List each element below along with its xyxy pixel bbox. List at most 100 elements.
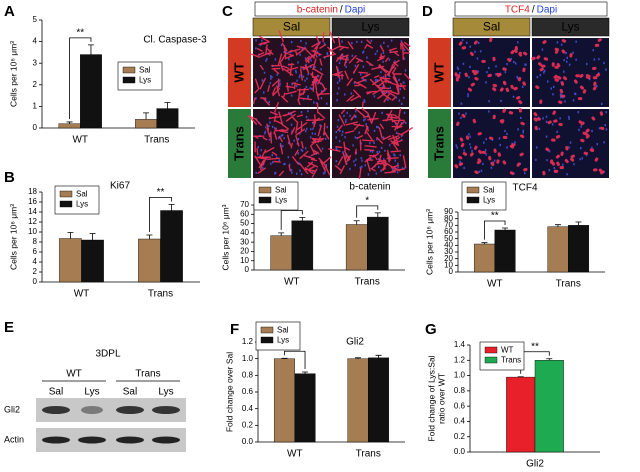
bar <box>473 243 495 273</box>
y-tick-label: 0 <box>449 267 454 276</box>
y-tick-label: 0 <box>245 265 250 274</box>
row-label: Trans <box>231 126 246 161</box>
blot-title: 3DPL <box>95 349 120 360</box>
significance-label: ** <box>491 211 499 222</box>
error-bar <box>278 232 285 236</box>
blot-band <box>78 436 106 444</box>
stain-title: b-catenin / Dapi <box>297 4 366 15</box>
row-label: WT <box>431 62 446 82</box>
y-axis-label: Fold change of Lys:Sal <box>426 355 436 441</box>
x-tick-label: Trans <box>356 449 381 460</box>
legend-box <box>479 341 525 371</box>
blot-band <box>116 406 144 414</box>
y-tick-label: 0.4 <box>242 404 254 413</box>
y-axis-label: Cells per 10⁶ μm³ <box>424 209 434 275</box>
bar <box>291 220 314 271</box>
panel-letter: E <box>4 319 14 336</box>
error-bar <box>67 232 74 239</box>
row-header <box>428 38 451 107</box>
y-tick-label: 20 <box>444 254 453 263</box>
panel-letter: B <box>4 169 15 186</box>
y-tick-label: 4 <box>33 257 38 266</box>
y-axis-label: Cells per 10⁶ μm³ <box>8 41 18 107</box>
legend-box <box>461 181 507 211</box>
y-tick-label: 18 <box>28 187 37 196</box>
image-texture <box>328 107 414 179</box>
error-bar <box>66 121 73 124</box>
image-texture <box>533 110 605 176</box>
image-texture <box>247 102 332 178</box>
significance-label: * <box>365 196 369 207</box>
legend-swatch <box>59 190 73 198</box>
y-tick-label: 0.0 <box>242 437 254 446</box>
chart-title: Ki67 <box>110 181 130 192</box>
stain-name: b-catenin <box>297 4 338 15</box>
y-axis-label: ratio over WT <box>436 373 446 424</box>
error-bar <box>168 204 175 211</box>
significance-bracket <box>484 220 506 240</box>
column-label: Lys <box>561 20 579 34</box>
micrograph <box>332 38 409 107</box>
error-bar <box>481 242 488 244</box>
image-texture <box>323 31 411 108</box>
error-bar <box>146 234 153 239</box>
column-header <box>452 17 531 37</box>
legend-swatch <box>122 76 136 84</box>
y-tick-label: 4 <box>33 37 38 46</box>
y-tick-label: 3 <box>33 58 38 67</box>
bar <box>138 238 161 283</box>
column-label: Lys <box>361 20 379 34</box>
y-tick-label: 40 <box>444 240 453 249</box>
chart-title: Cl. Caspase-3 <box>143 35 207 46</box>
y-tick-label: 5 <box>33 15 38 24</box>
image-texture <box>454 108 528 175</box>
y-tick-label: 2 <box>33 267 38 276</box>
blot-band <box>152 436 180 444</box>
legend-box <box>253 181 299 211</box>
stain-title-box <box>454 1 608 17</box>
y-tick-label: 40 <box>240 228 249 237</box>
y-axis-label: Cells per 10⁶ μm³ <box>220 204 230 270</box>
error-bar <box>89 233 96 240</box>
y-tick-label: 50 <box>444 234 453 243</box>
legend-label: Sal <box>277 326 289 335</box>
y-tick-label: 10 <box>444 260 453 269</box>
image-texture <box>531 38 602 104</box>
y-tick-label: 0 <box>33 123 38 132</box>
x-tick-label: Trans <box>148 289 173 300</box>
y-tick-label: 0.6 <box>242 387 254 396</box>
separator: / <box>532 4 535 15</box>
y-tick-label: 60 <box>444 227 453 236</box>
y-tick-label: 12 <box>28 217 37 226</box>
y-tick-label: 1.4 <box>454 340 466 349</box>
y-tick-label: 1.0 <box>454 371 466 380</box>
bar <box>273 358 295 443</box>
error-bar <box>164 102 171 109</box>
row-header <box>228 109 251 178</box>
legend-swatch <box>484 346 498 354</box>
error-bar <box>502 227 509 230</box>
y-tick-label: 0.8 <box>454 386 466 395</box>
group-label: Trans <box>135 369 160 380</box>
error-bar <box>546 358 553 361</box>
lane-label: Sal <box>123 387 137 398</box>
x-tick-label: WT <box>487 279 503 290</box>
micrograph <box>453 109 530 178</box>
x-tick-label: Trans <box>556 279 581 290</box>
panel-letter: A <box>4 3 15 20</box>
x-tick-label: Trans <box>144 135 169 146</box>
image-texture <box>456 39 527 105</box>
separator: / <box>340 4 343 15</box>
legend-box <box>117 61 163 91</box>
panel-letter: F <box>230 321 239 338</box>
y-tick-label: 14 <box>28 207 37 216</box>
blot-row-label: Actin <box>4 434 24 444</box>
legend-swatch <box>484 356 498 364</box>
bar <box>367 216 389 271</box>
y-tick-label: 0.2 <box>242 420 254 429</box>
bar <box>59 238 82 283</box>
legend-label: Lys <box>76 200 88 209</box>
y-tick-label: 60 <box>240 209 249 218</box>
legend-label: WT <box>501 346 514 355</box>
y-tick-label: 70 <box>444 220 453 229</box>
